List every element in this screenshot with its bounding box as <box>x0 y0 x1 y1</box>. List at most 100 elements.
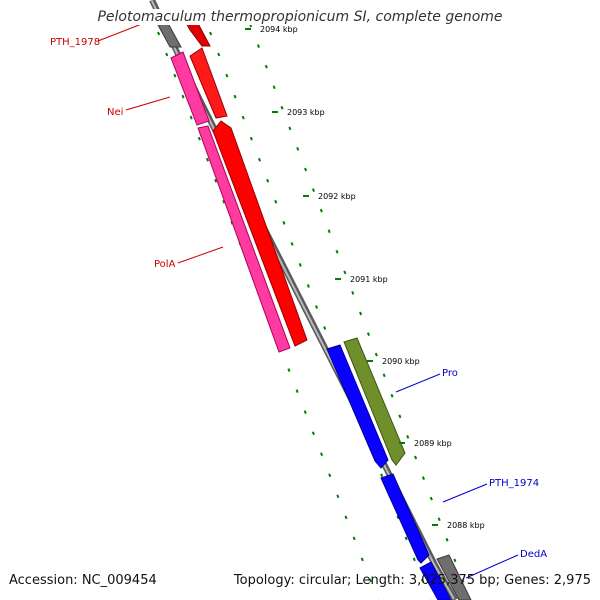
guide-dot <box>351 291 355 295</box>
guide-dot <box>298 263 302 267</box>
gene-label[interactable]: PolA <box>154 259 176 270</box>
guide-dot <box>336 494 340 499</box>
gene-pth-1974-blue <box>380 473 430 564</box>
gene-nei <box>189 47 228 119</box>
guide-dot <box>165 52 169 57</box>
guide-dot <box>323 326 327 330</box>
gene-nei-pink <box>170 51 210 126</box>
guide-dot <box>287 368 291 372</box>
guide-dot <box>344 515 348 520</box>
scale-tick-label: 2094 kbp <box>260 25 298 34</box>
scale-tick-label: 2093 kbp <box>287 108 325 117</box>
guide-dot <box>406 435 410 439</box>
gene-label[interactable]: Pro <box>442 368 458 379</box>
guide-dot <box>209 31 213 36</box>
guide-dot <box>404 536 408 541</box>
scale-tick-label: 2088 kbp <box>447 521 485 530</box>
guide-dot <box>380 473 384 478</box>
gene-pola-pink <box>197 125 291 353</box>
guide-dot <box>264 64 268 69</box>
gene-label-leader <box>125 96 171 111</box>
guide-dot <box>311 188 315 192</box>
guide-dot <box>266 178 270 183</box>
guide-dot <box>222 199 226 204</box>
guide-dot <box>328 473 332 478</box>
scale-tick-label: 2092 kbp <box>318 192 356 201</box>
guide-dot <box>288 126 292 131</box>
gene-pola-red <box>212 120 308 347</box>
guide-dot <box>225 73 229 78</box>
guide-dot <box>256 44 260 48</box>
guide-dot <box>272 85 276 90</box>
guide-dot <box>311 431 315 436</box>
genome-summary-text: Topology: circular; Length: 3,025,375 bp… <box>233 573 591 588</box>
gene-label-leader <box>442 483 488 503</box>
guide-dot <box>214 178 218 183</box>
guide-dot <box>296 147 300 151</box>
guide-dot <box>290 241 294 246</box>
guide-dot <box>359 311 363 316</box>
guide-dot <box>233 94 237 99</box>
guide-dot <box>335 249 339 254</box>
guide-dot <box>461 579 465 583</box>
guide-dot <box>257 157 262 162</box>
guide-dot <box>181 94 185 99</box>
guide-dot <box>414 455 418 460</box>
guide-dot <box>421 476 425 480</box>
guide-dot <box>445 537 449 542</box>
gene-deda-gray <box>436 554 472 600</box>
guide-dot <box>280 105 284 110</box>
scale-tick-label: 2090 kbp <box>382 357 420 366</box>
scale-tick-label: 2089 kbp <box>414 439 452 448</box>
guide-dot <box>390 393 394 398</box>
map-title: Pelotomaculum thermopropionicum SI, comp… <box>0 9 600 25</box>
guide-dot <box>304 167 308 172</box>
guide-dot <box>157 31 161 36</box>
guide-dot <box>319 208 323 213</box>
guide-dot <box>320 452 324 457</box>
guide-dot <box>306 284 310 288</box>
guide-dot <box>412 557 416 562</box>
guide-dot <box>352 536 356 541</box>
guide-dot <box>420 578 424 583</box>
accession-text: Accession: NC_009454 <box>9 573 157 588</box>
guide-dot <box>343 270 347 275</box>
guide-dot <box>382 373 386 378</box>
guide-dot <box>173 73 177 78</box>
guide-dot <box>453 558 457 563</box>
guide-dot <box>217 52 221 57</box>
guide-dot <box>368 578 372 583</box>
guide-dot <box>197 136 201 141</box>
guide-dot <box>303 410 307 415</box>
guide-dot <box>374 352 378 357</box>
gene-label[interactable]: DedA <box>520 549 547 560</box>
guide-dot <box>366 332 370 336</box>
guide-dot <box>295 389 299 394</box>
scale-tick-label: 2091 kbp <box>350 275 388 284</box>
guide-dot <box>205 157 210 162</box>
gene-deda-blue <box>419 561 452 600</box>
guide-dot <box>241 115 245 120</box>
guide-dot <box>282 220 286 225</box>
gene-label-leader <box>177 246 224 264</box>
guide-dot <box>249 136 253 141</box>
gene-label[interactable]: PTH_1978 <box>50 37 100 48</box>
scale-ticks: 2094 kbp 2093 kbp 2092 kbp 2091 kbp 2090 kbp… <box>245 25 485 530</box>
guide-dot <box>429 496 433 501</box>
guide-dot <box>314 305 319 309</box>
guide-dot <box>398 414 402 419</box>
gene-pro-olive <box>343 337 406 466</box>
guide-dot <box>327 229 331 234</box>
guide-dot <box>189 115 193 120</box>
gene-pro-blue <box>326 344 389 469</box>
gene-features <box>151 13 472 600</box>
gene-label-leader <box>465 554 519 579</box>
gene-label-leader <box>395 373 441 393</box>
guide-dot <box>274 199 278 204</box>
gene-label[interactable]: Nei <box>107 107 123 118</box>
gene-label[interactable]: PTH_1974 <box>489 478 539 489</box>
guide-dot <box>396 515 400 520</box>
guide-dot <box>360 557 364 562</box>
